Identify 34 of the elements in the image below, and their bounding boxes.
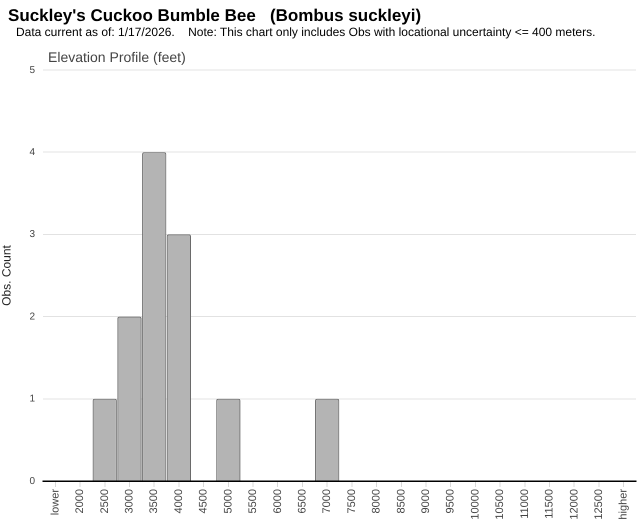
x-tick-label: 11500 xyxy=(544,489,556,519)
x-tick-label: 12500 xyxy=(592,489,605,520)
x-tick-label: 7000 xyxy=(321,489,334,514)
x-tick-label: 12000 xyxy=(568,489,580,520)
x-tick-label: lower xyxy=(49,488,62,516)
y-tick-label: 3 xyxy=(29,229,36,240)
x-tick-label: 4000 xyxy=(172,489,185,514)
x-tick-label: 2500 xyxy=(98,489,111,514)
x-tick-label: 10500 xyxy=(494,489,506,520)
y-tick-label: 2 xyxy=(29,311,36,322)
y-tick-label: 0 xyxy=(29,476,36,487)
x-tick-label: 11000 xyxy=(518,489,531,519)
x-tick-label: 6500 xyxy=(296,489,308,514)
x-tick-label: 8500 xyxy=(395,489,408,514)
x-tick-label: 5000 xyxy=(222,489,234,514)
y-tick-label: 5 xyxy=(29,64,36,76)
chart-title: Suckley's Cuckoo Bumble Bee (Bombus suckleyi) xyxy=(8,6,422,26)
x-tick-label: 10000 xyxy=(469,489,482,520)
x-tick-label: 3500 xyxy=(148,489,160,514)
chart-subtitle: Elevation Profile (feet) xyxy=(48,48,186,66)
x-tick-label: 9500 xyxy=(444,489,457,514)
x-tick-label: 8000 xyxy=(370,489,383,514)
x-tick-label: 6000 xyxy=(272,489,284,514)
x-tick-label: 5500 xyxy=(247,489,260,514)
y-tick-label: 4 xyxy=(29,146,36,158)
y-axis-title: Obs. Count xyxy=(0,244,14,306)
x-tick-label: 2000 xyxy=(74,489,86,514)
x-tick-label: 4500 xyxy=(198,489,210,514)
y-tick-label: 1 xyxy=(29,394,36,405)
x-tick-label: higher xyxy=(618,488,630,520)
x-tick-label: 9000 xyxy=(420,489,432,514)
x-tick-label: 7500 xyxy=(346,489,358,514)
text: Data current as of: 1/17/2026. Note: This chart only includes Obs with locational uncertainty <= 400 meters. xyxy=(16,25,596,40)
x-tick-label: 3000 xyxy=(124,489,136,514)
